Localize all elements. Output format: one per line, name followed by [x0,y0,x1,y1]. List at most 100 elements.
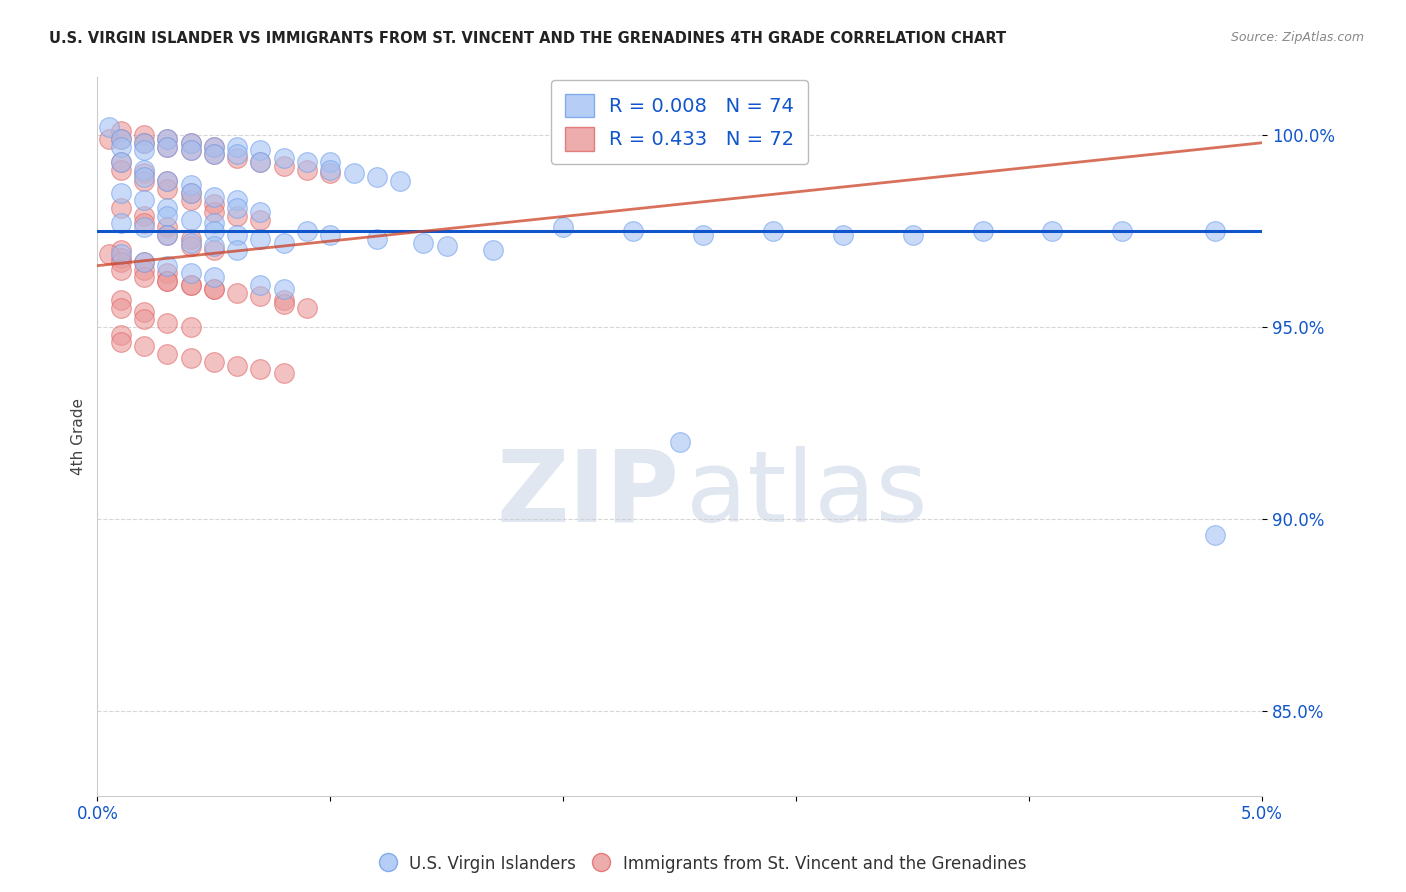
Point [366,232,388,246]
Point [202,189,225,203]
Point [273,366,295,380]
Point [110,247,132,261]
Point [295,155,318,169]
Point [249,155,271,169]
Point [156,274,179,288]
Point [156,220,179,235]
Point [901,227,924,242]
Point [180,178,202,192]
Point [132,194,155,208]
Point [1042,224,1064,238]
Point [156,316,179,330]
Point [319,227,342,242]
Text: U.S. VIRGIN ISLANDER VS IMMIGRANTS FROM ST. VINCENT AND THE GRENADINES 4TH GRADE: U.S. VIRGIN ISLANDER VS IMMIGRANTS FROM … [49,31,1007,46]
Point [156,227,179,242]
Point [319,162,342,177]
Point [226,227,249,242]
Point [132,174,155,188]
Point [202,354,225,368]
Point [156,174,179,188]
Point [156,259,179,273]
Point [226,201,249,215]
Point [180,232,202,246]
Point [692,227,714,242]
Point [132,270,155,285]
Point [202,244,225,258]
Point [132,128,155,142]
Point [273,159,295,173]
Point [132,312,155,326]
Point [668,435,690,450]
Point [110,335,132,350]
Legend: R = 0.008   N = 74, R = 0.433   N = 72: R = 0.008 N = 74, R = 0.433 N = 72 [551,80,808,164]
Point [226,244,249,258]
Point [156,347,179,361]
Point [295,301,318,315]
Point [226,139,249,153]
Point [249,205,271,219]
Point [249,277,271,292]
Point [1204,527,1226,541]
Point [295,162,318,177]
Point [132,162,155,177]
Point [762,224,785,238]
Point [180,144,202,158]
Text: atlas: atlas [686,446,927,542]
Point [180,136,202,150]
Point [110,132,132,146]
Point [202,224,225,238]
Point [972,224,994,238]
Point [110,301,132,315]
Point [273,235,295,250]
Point [226,285,249,300]
Point [319,155,342,169]
Point [110,124,132,138]
Point [180,235,202,250]
Point [180,186,202,200]
Point [180,144,202,158]
Point [202,239,225,253]
Point [110,201,132,215]
Point [202,147,225,161]
Point [156,182,179,196]
Point [202,282,225,296]
Point [156,139,179,153]
Point [226,209,249,223]
Point [249,289,271,303]
Point [436,239,458,253]
Point [202,139,225,153]
Point [180,136,202,150]
Point [110,155,132,169]
Point [202,270,225,285]
Point [226,151,249,165]
Point [226,147,249,161]
Point [180,320,202,334]
Point [412,235,434,250]
Point [831,227,853,242]
Point [482,244,505,258]
Point [553,220,575,235]
Point [180,277,202,292]
Point [110,155,132,169]
Point [180,194,202,208]
Point [110,216,132,230]
Point [156,266,179,280]
Point [202,147,225,161]
Point [156,201,179,215]
Legend: U.S. Virgin Islanders, Immigrants from St. Vincent and the Grenadines: U.S. Virgin Islanders, Immigrants from S… [373,848,1033,880]
Point [132,209,155,223]
Point [226,359,249,373]
Point [110,293,132,308]
Point [156,139,179,153]
Point [110,251,132,265]
Point [132,339,155,353]
Point [132,255,155,269]
Point [156,227,179,242]
Point [132,136,155,150]
Point [110,186,132,200]
Point [180,277,202,292]
Point [249,155,271,169]
Point [273,282,295,296]
Point [132,220,155,235]
Point [110,255,132,269]
